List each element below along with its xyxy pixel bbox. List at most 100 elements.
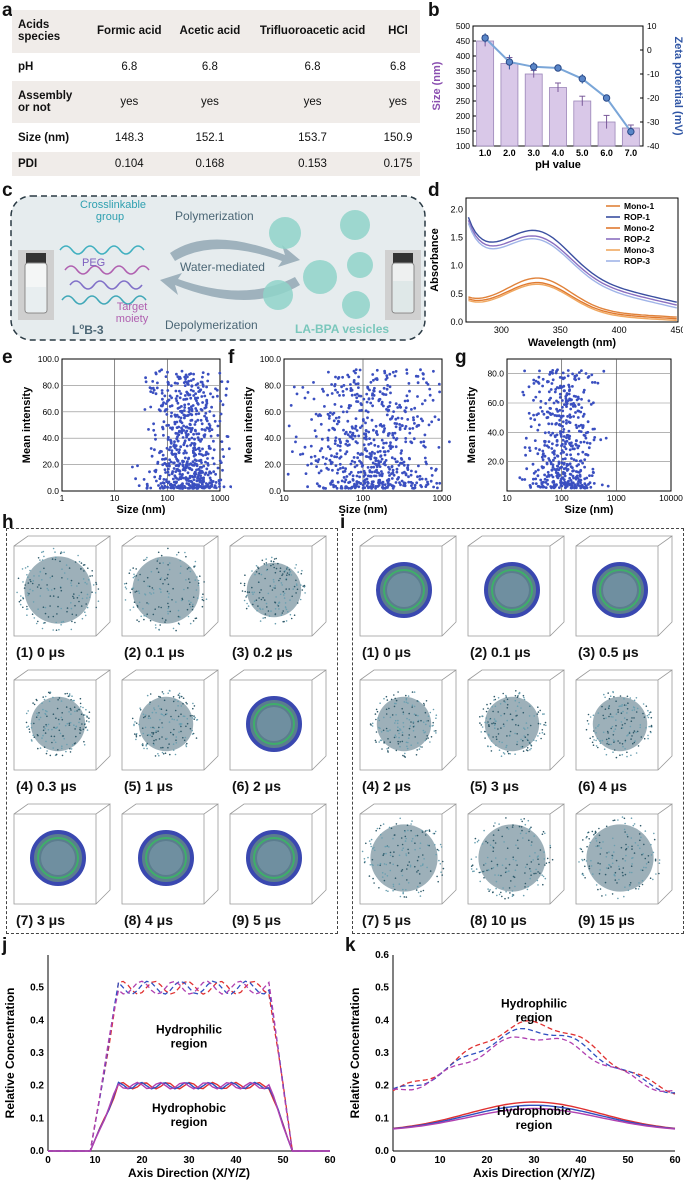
data-point — [398, 423, 401, 426]
annotation-hydrophilic: region — [516, 1010, 553, 1024]
particle — [514, 869, 517, 871]
data-point — [416, 415, 419, 418]
particle — [515, 710, 517, 712]
particle — [412, 730, 415, 732]
particle — [492, 710, 494, 713]
particle — [623, 717, 626, 719]
data-point — [374, 485, 378, 488]
particle — [24, 567, 27, 569]
data-point — [367, 397, 371, 401]
data-point — [182, 398, 186, 401]
particle — [405, 837, 407, 840]
data-point — [348, 435, 352, 438]
particle — [578, 861, 580, 863]
particle — [20, 595, 22, 597]
particle — [66, 607, 69, 609]
data-point — [332, 485, 336, 489]
particle — [57, 749, 59, 751]
particle — [192, 603, 194, 606]
particle — [490, 867, 493, 870]
particle — [69, 747, 71, 750]
sim-box-outline — [229, 803, 327, 905]
particle — [427, 737, 429, 739]
particle — [169, 753, 171, 756]
vesicle-outer — [246, 696, 302, 752]
data-point — [575, 459, 578, 462]
particle — [139, 573, 141, 576]
particle — [133, 575, 136, 578]
particle — [498, 749, 501, 751]
data-point — [191, 404, 195, 407]
y-tick: 200 — [456, 111, 470, 121]
data-point — [183, 384, 187, 387]
particle — [280, 582, 283, 584]
data-point — [180, 369, 184, 373]
data-point — [349, 486, 353, 490]
data-point — [313, 429, 317, 432]
data-point — [355, 464, 359, 467]
particle — [26, 726, 28, 728]
vesicle-core — [41, 841, 75, 875]
legend-entry: ROP-1 — [624, 212, 650, 222]
particle — [255, 571, 258, 573]
data-point — [371, 404, 374, 408]
particle — [402, 847, 404, 849]
particle — [418, 873, 421, 875]
data-point — [163, 394, 167, 398]
snapshot-cell: (6) 2 μs — [226, 666, 332, 798]
data-point — [354, 382, 358, 386]
data-point — [568, 413, 572, 417]
hydrophobic-curve — [392, 1101, 676, 1129]
vesicle-outer — [376, 562, 432, 618]
particle — [61, 745, 63, 747]
data-point — [357, 375, 360, 379]
particle — [542, 713, 544, 715]
y-tick: 0.5 — [450, 289, 463, 299]
y-axis-label: Absorbance — [429, 228, 441, 292]
particle — [161, 617, 164, 620]
data-point — [565, 469, 569, 472]
particle — [393, 694, 395, 696]
panel-label-d: d — [428, 180, 440, 201]
data-point — [571, 474, 575, 478]
data-point — [391, 468, 395, 472]
data-point — [161, 403, 165, 406]
particle — [636, 707, 639, 710]
particle — [650, 725, 652, 728]
particle — [606, 742, 608, 745]
particle — [286, 572, 289, 574]
data-point — [560, 444, 563, 448]
data-point — [326, 436, 330, 440]
data-point — [356, 451, 360, 455]
particle — [588, 865, 591, 867]
data-point — [198, 480, 202, 484]
particle — [52, 629, 54, 631]
particle — [155, 730, 157, 732]
particle — [623, 895, 625, 898]
particle — [84, 726, 87, 729]
data-point — [380, 438, 384, 442]
particle — [77, 554, 79, 557]
particle — [283, 597, 286, 599]
particle — [125, 588, 128, 590]
data-point — [343, 480, 347, 484]
data-point — [425, 381, 428, 384]
particle — [66, 743, 68, 746]
data-point — [320, 447, 324, 450]
particle — [419, 882, 421, 884]
particle — [143, 614, 145, 617]
particle — [408, 734, 410, 736]
snapshot-time-label: (9) 5 μs — [232, 912, 282, 928]
data-point — [194, 412, 198, 416]
particle — [274, 601, 277, 604]
particle — [604, 696, 606, 699]
particle — [33, 575, 35, 577]
snapshot-cell: (4) 2 μs — [356, 666, 462, 798]
particle — [268, 615, 271, 617]
data-point — [375, 465, 379, 469]
data-point — [392, 410, 395, 413]
data-point — [213, 419, 217, 423]
bar — [500, 63, 519, 147]
data-point — [416, 475, 419, 479]
particle — [73, 699, 75, 702]
